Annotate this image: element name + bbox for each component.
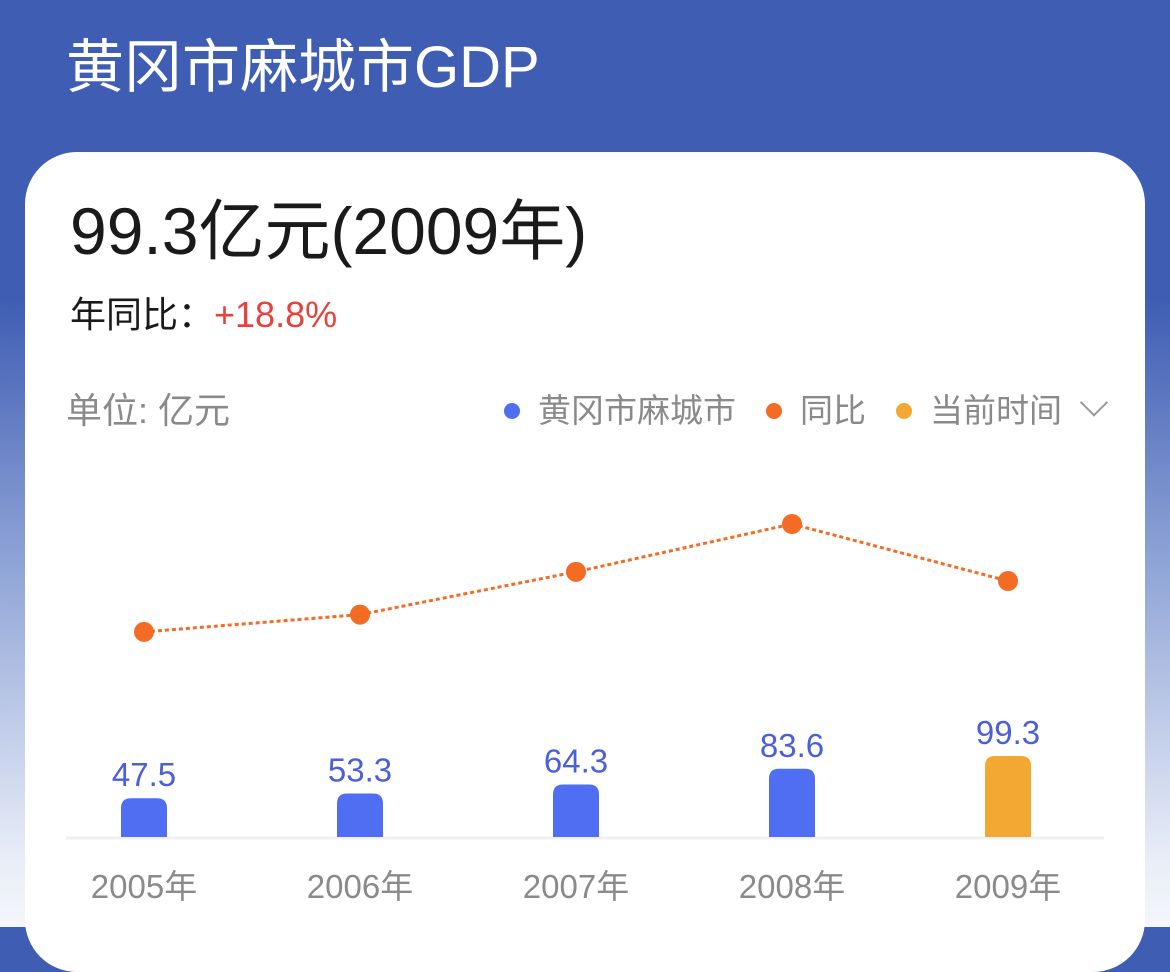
bar: [553, 784, 599, 837]
x-tick-label: 2005年: [91, 868, 197, 905]
bar: [769, 768, 815, 837]
legend-label: 同比: [800, 392, 866, 429]
bar: [985, 755, 1031, 837]
page-title: 黄冈市麻城市GDP: [66, 35, 540, 100]
legend-dot-icon: [504, 403, 520, 419]
yoy-row: 年同比：+18.8%: [70, 290, 337, 340]
unit-label: 单位: 亿元: [66, 390, 231, 431]
x-tick-label: 2008年: [739, 868, 845, 905]
legend-dot-icon: [896, 403, 912, 419]
yoy-label: 年同比：: [70, 294, 215, 335]
yoy-point: [134, 621, 154, 642]
yoy-point: [566, 561, 586, 582]
legend-label: 当前时间: [930, 392, 1062, 429]
yoy-point: [782, 513, 802, 534]
chart-legend[interactable]: 黄冈市麻城市 同比 当前时间: [474, 386, 1109, 436]
x-tick-label: 2009年: [955, 868, 1061, 905]
legend-label: 黄冈市麻城市: [538, 392, 736, 429]
gdp-chart: 47.5 2005年 53.3 2006年 64.3 2007年 83.6 2008年 99.3…: [66, 513, 1104, 905]
bar: [337, 793, 383, 837]
bar-value-label: 64.3: [544, 743, 608, 780]
bar-value-label: 47.5: [112, 756, 176, 793]
legend-item-yoy[interactable]: 同比: [766, 386, 866, 436]
bar-value-label: 99.3: [976, 714, 1040, 751]
bar-value-label: 83.6: [760, 727, 824, 764]
yoy-point: [998, 571, 1018, 591]
legend-item-gdp[interactable]: 黄冈市麻城市: [504, 386, 736, 436]
yoy-point: [350, 604, 370, 625]
current-gdp-value: 99.3亿元(2009年): [70, 194, 588, 268]
legend-item-current[interactable]: 当前时间: [896, 386, 1062, 436]
bar-value-label: 53.3: [328, 752, 392, 789]
x-tick-label: 2007年: [523, 868, 629, 905]
yoy-value: +18.8%: [214, 294, 338, 335]
x-tick-label: 2006年: [307, 868, 413, 905]
legend-dot-icon: [766, 403, 782, 419]
bar: [121, 798, 167, 837]
